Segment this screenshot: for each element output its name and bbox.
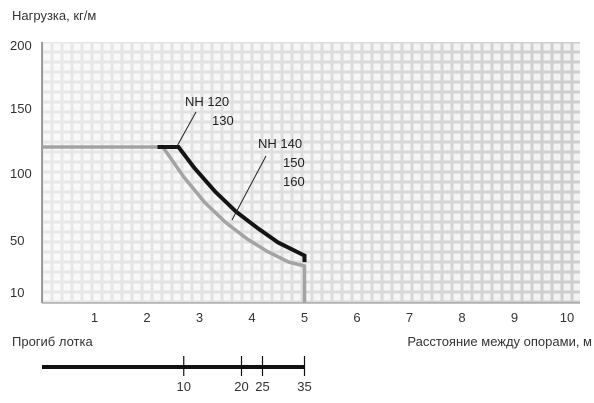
- series-label: NH 120: [185, 94, 229, 109]
- deflection-tick-label: 35: [297, 379, 311, 394]
- x-tick-label: 1: [91, 310, 98, 325]
- deflection-tick-label: 10: [177, 379, 191, 394]
- x-tick-label: 2: [143, 310, 150, 325]
- y-tick-label: 150: [10, 101, 32, 116]
- y-tick-label: 100: [10, 166, 32, 181]
- x-axis-title: Расстояние между опорами, м: [407, 334, 592, 349]
- series-lines: [42, 145, 307, 303]
- y-axis-title: Нагрузка, кг/м: [12, 8, 96, 23]
- y-tick-labels: 200 150 100 50 10: [10, 38, 32, 300]
- y-tick-label: 50: [10, 233, 24, 248]
- deflection-tick-label: 20: [234, 379, 248, 394]
- series-label-leader: [231, 155, 267, 221]
- x-tick-label: 4: [248, 310, 255, 325]
- x-tick-label: 10: [560, 310, 574, 325]
- deflection-tick-label: 25: [255, 379, 269, 394]
- y-tick-label: 200: [10, 38, 32, 53]
- series-label: 160: [283, 174, 305, 189]
- y-tick-label: 10: [10, 285, 24, 300]
- x-tick-label: 7: [406, 310, 413, 325]
- x-tick-label: 5: [301, 310, 308, 325]
- deflection-title: Прогиб лотка: [12, 334, 93, 349]
- series-label: 150: [283, 155, 305, 170]
- series-labels: NH 120 130 NH 140 150 160: [175, 94, 305, 221]
- series-label: NH 140: [258, 136, 302, 151]
- series-label: 130: [212, 113, 234, 128]
- series-label-leader: [175, 111, 197, 149]
- deflection-scale: 10 20 25 35: [42, 356, 312, 394]
- x-tick-label: 6: [353, 310, 360, 325]
- plot-grid-fade: [42, 42, 580, 303]
- x-tick-label: 8: [458, 310, 465, 325]
- x-tick-label: 9: [511, 310, 518, 325]
- series-line-nh140-160: [157, 145, 307, 263]
- x-tick-labels: 1 2 3 4 5 6 7 8 9 10: [91, 310, 574, 325]
- series-line-nh120-130: [42, 145, 307, 303]
- x-tick-label: 3: [196, 310, 203, 325]
